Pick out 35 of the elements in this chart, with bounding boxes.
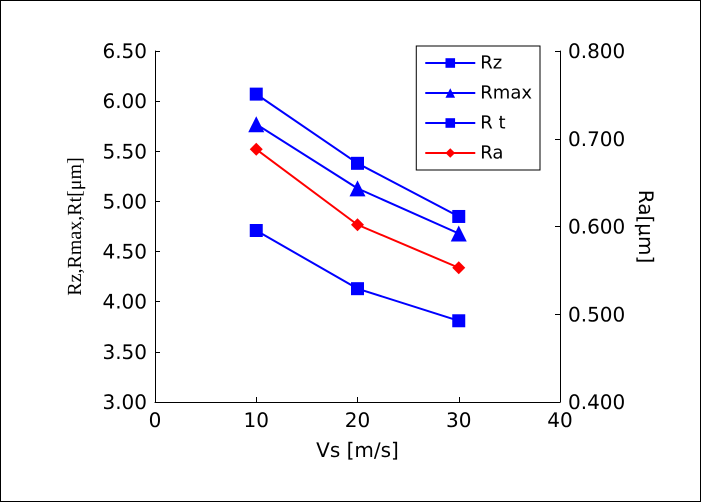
x-tick-label: 10 — [244, 408, 269, 432]
y2-tick-label: 0.600 — [568, 214, 626, 238]
legend-label: Rmax — [480, 82, 532, 104]
point — [250, 142, 263, 156]
point — [452, 314, 466, 328]
y2-tick-label: 0.700 — [568, 126, 626, 151]
legend-label: Ra — [480, 142, 504, 164]
point — [350, 180, 366, 196]
legend-label: Rz — [480, 52, 502, 74]
point — [351, 218, 364, 232]
point — [351, 282, 364, 296]
point — [250, 88, 263, 101]
point — [351, 156, 364, 170]
x-tick-label: 30 — [446, 408, 472, 432]
x-axis-title: Vs [m/s] — [316, 438, 399, 462]
point — [250, 224, 263, 238]
y-tick-label: 3.50 — [102, 340, 147, 364]
y2-tick-label: 0.800 — [568, 39, 626, 63]
y-tick-label: 4.50 — [102, 240, 147, 264]
legend-label: R t — [480, 112, 506, 134]
point — [452, 210, 466, 223]
y-tick-label: 6.50 — [102, 39, 147, 63]
point — [248, 116, 264, 132]
y-tick-label: 6.00 — [102, 89, 147, 114]
x-tick-label: 0 — [148, 408, 162, 432]
x-tick-label: 20 — [344, 408, 370, 432]
y-tick-label: 4.00 — [102, 290, 147, 314]
y-tick-label: 3.00 — [102, 390, 147, 414]
y-axis-title: Rz,Rmax,Rt[μm] — [64, 157, 86, 296]
y-tick-label: 5.50 — [102, 139, 147, 164]
point — [452, 261, 466, 274]
y2-tick-label: 0.500 — [568, 302, 626, 326]
y2-axis-title: Ra[μm] — [634, 190, 658, 264]
point — [450, 226, 467, 242]
y-tick-label: 5.00 — [102, 189, 147, 214]
